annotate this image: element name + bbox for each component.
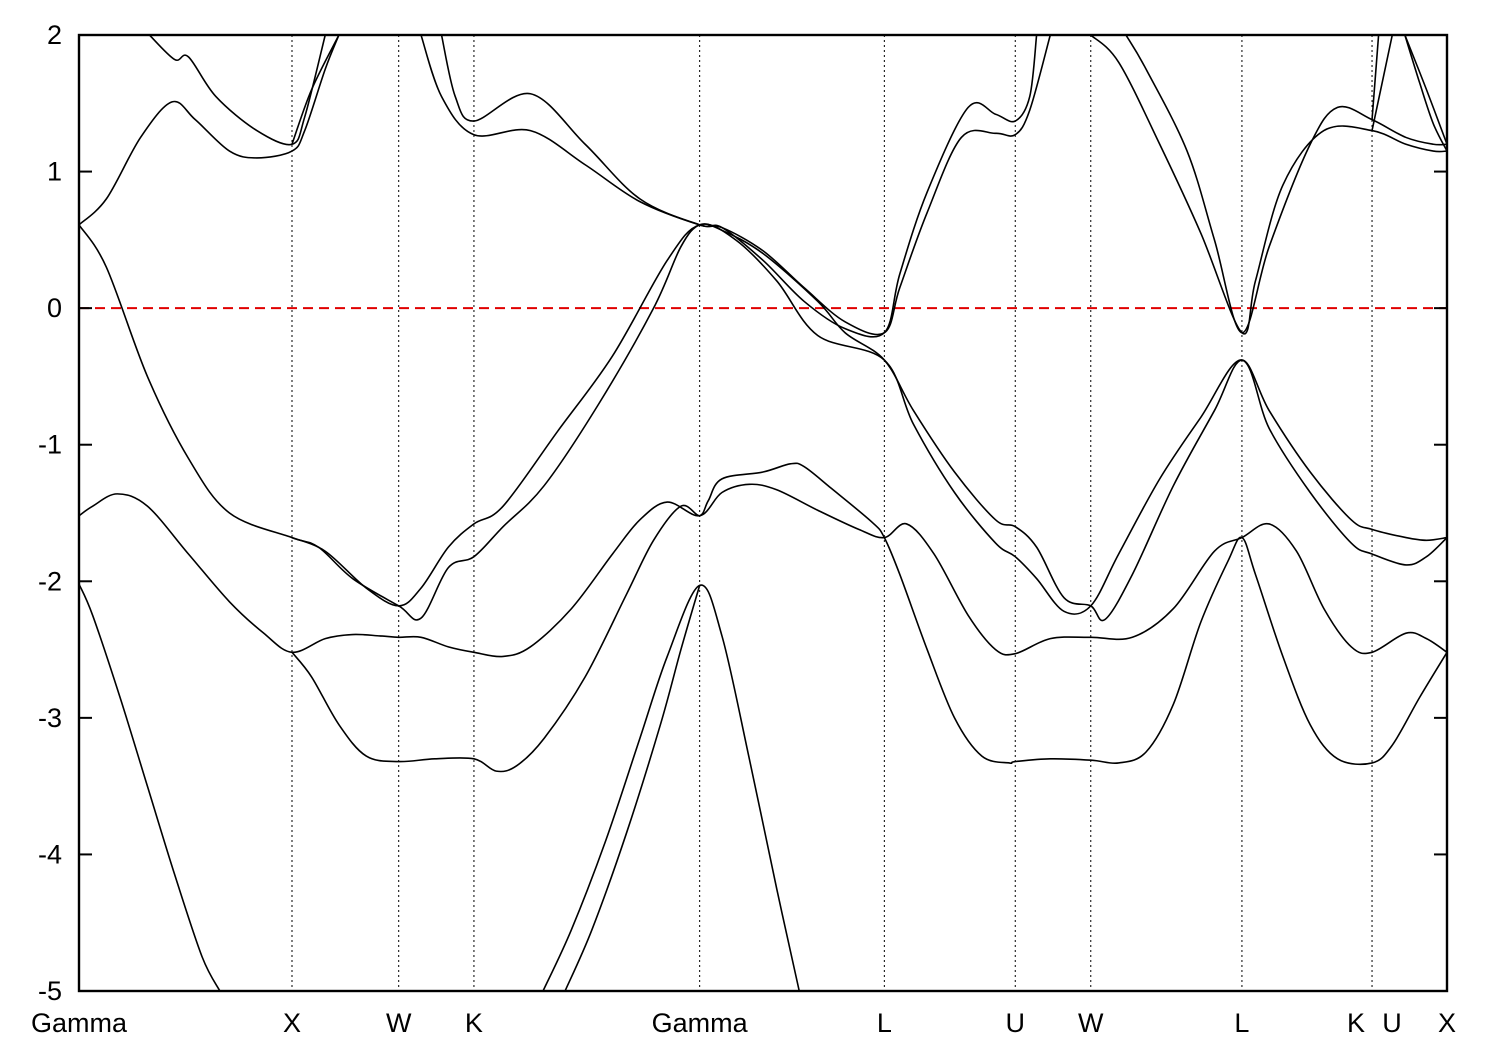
band-line-8	[79, 35, 340, 226]
band-line-15	[1371, 35, 1394, 131]
x-tick-label: L	[877, 1008, 892, 1038]
band-line-1	[79, 583, 221, 991]
x-tick-label: U	[1006, 1008, 1026, 1038]
y-tick-label: -5	[38, 976, 62, 1006]
x-tick-label: Gamma	[31, 1008, 128, 1038]
band-line-5	[291, 462, 1447, 773]
band-lines	[79, 35, 1447, 991]
x-tick-label: U	[1382, 1008, 1402, 1038]
x-tick-label: Gamma	[652, 1008, 749, 1038]
plot-border	[77, 33, 1449, 993]
x-tick-label: K	[1347, 1008, 1365, 1038]
band-line-7	[291, 223, 1447, 615]
x-tick-label: X	[283, 1008, 301, 1038]
band-line-11	[420, 35, 1052, 336]
band-line-18	[1404, 35, 1447, 145]
y-tick-label: -2	[38, 566, 62, 596]
band-line-9	[148, 35, 327, 146]
band-line-10	[291, 35, 340, 145]
plot-frame	[77, 33, 1449, 993]
x-axis: Gamma X W K Gamma L U W L K U X	[31, 1008, 1456, 1038]
band-line-14	[1125, 35, 1447, 334]
x-tick-label: X	[1438, 1008, 1456, 1038]
y-tick-label: 1	[47, 157, 62, 187]
band-line-13	[1090, 35, 1447, 335]
high-symmetry-lines	[291, 35, 1373, 991]
y-tick-label: 2	[47, 20, 62, 50]
band-line-17	[1404, 35, 1447, 152]
y-tick-label: 0	[47, 293, 62, 323]
x-tick-label: W	[1078, 1008, 1104, 1038]
x-tick-label: L	[1234, 1008, 1249, 1038]
y-tick-label: -3	[38, 703, 62, 733]
band-line-2	[542, 584, 801, 991]
band-line-12	[440, 35, 1038, 338]
y-axis: 2 1 0 -1 -2 -3 -4 -5	[38, 20, 1447, 1006]
band-line-4	[79, 483, 1447, 658]
band-line-3	[564, 585, 701, 991]
y-tick-label: -1	[38, 430, 62, 460]
x-tick-label: K	[465, 1008, 483, 1038]
band-line-16	[1371, 35, 1380, 120]
y-tick-label: -4	[38, 839, 62, 869]
x-tick-label: W	[386, 1008, 412, 1038]
